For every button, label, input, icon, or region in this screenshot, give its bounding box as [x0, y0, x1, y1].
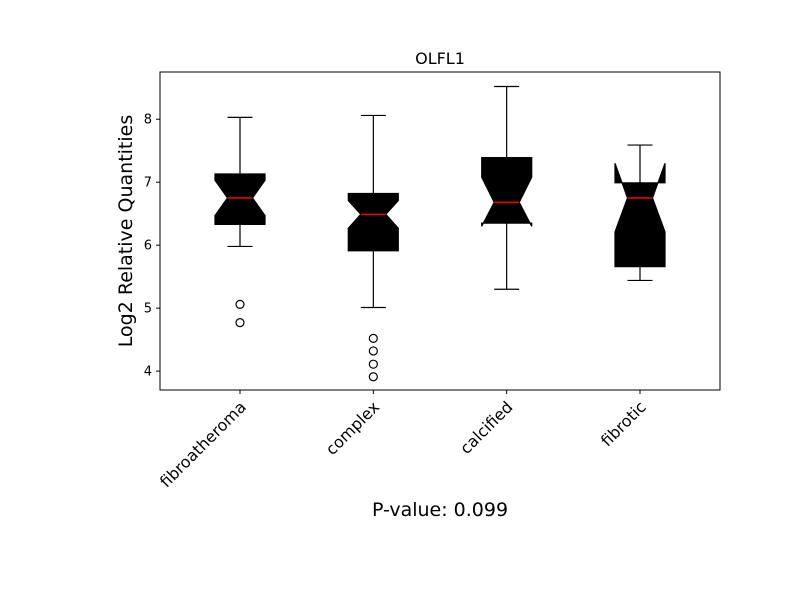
box-calcified: [481, 85, 533, 290]
box-body: [614, 163, 666, 268]
y-tick-label: 4: [144, 365, 152, 380]
box-body: [481, 157, 533, 227]
outlier-point: [368, 359, 378, 369]
y-axis-label: Log2 Relative Quantities: [115, 115, 137, 347]
outlier-point: [368, 346, 378, 356]
outlier-point: [368, 333, 378, 343]
chart-title: OLFL1: [415, 49, 465, 68]
box-fibrotic: [614, 144, 666, 282]
plot-area: [214, 85, 666, 382]
axes-frame: [159, 71, 721, 391]
y-tick-label: 6: [144, 239, 152, 254]
box-complex: [347, 114, 399, 382]
outlier-point: [368, 372, 378, 382]
y-tick-label: 7: [144, 176, 152, 191]
outlier-point: [235, 299, 245, 309]
p-value-annotation: P-value: 0.099: [372, 499, 508, 521]
box-body: [214, 173, 266, 225]
box-fibroatheroma: [214, 116, 266, 328]
outlier-point: [235, 318, 245, 328]
box-body: [347, 192, 399, 252]
y-tick-label: 8: [144, 113, 152, 128]
y-tick-label: 5: [144, 302, 152, 317]
